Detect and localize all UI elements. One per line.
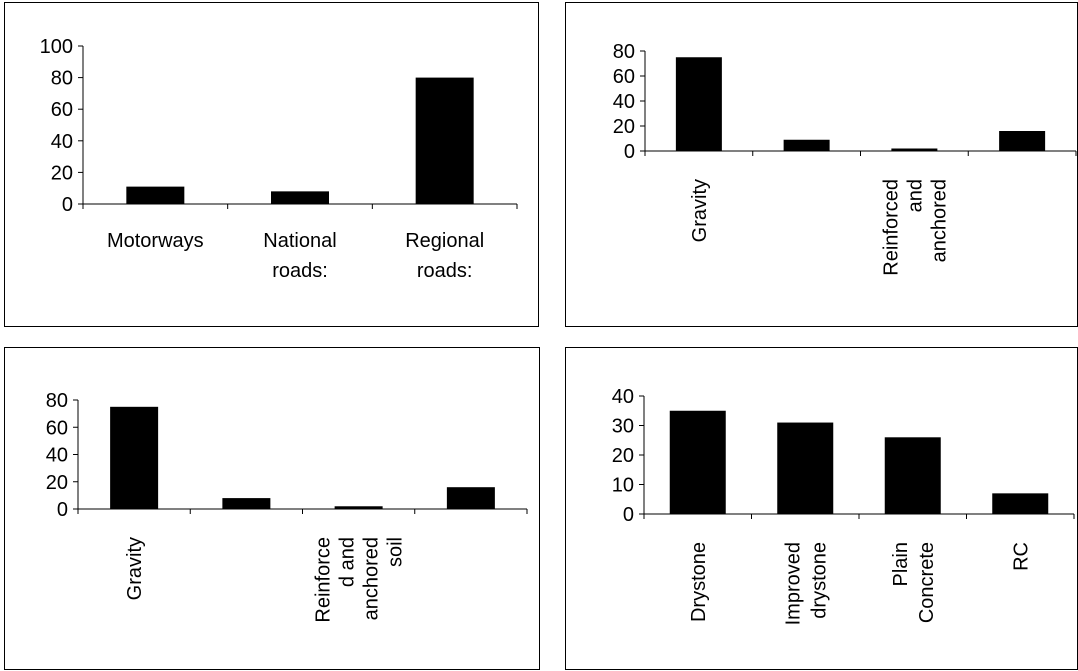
y-tick-label: 0 — [62, 194, 73, 216]
bar — [891, 148, 938, 151]
chart-panel-wall-type-b: 0 20 40 60 80 Gravity Reinforce d and anchored so… — [4, 347, 540, 670]
y-tick-label: 40 — [51, 131, 73, 153]
bar — [884, 437, 941, 514]
y-tick-label: 80 — [613, 41, 635, 63]
bar-chart-road-network: 0 20 40 60 80 100 Motorways National roads: Regio… — [40, 36, 518, 282]
x-category-label: and — [904, 179, 926, 212]
x-category-label: Concrete — [916, 542, 938, 623]
x-category-label: Regional — [405, 230, 484, 252]
y-tick-label: 30 — [612, 416, 634, 438]
x-category-label: National — [263, 230, 336, 252]
y-tick-label: 20 — [46, 472, 68, 494]
chart-panel-gravity-wall-material: 0 10 20 30 40 Drystone Improved drystone Plain Co… — [565, 347, 1078, 670]
y-tick-label: 20 — [51, 162, 73, 184]
bar — [271, 191, 329, 204]
bar — [992, 493, 1049, 514]
y-tick-label: 80 — [51, 68, 73, 90]
bar — [446, 487, 495, 509]
chart-panel-wall-type-a: 0 20 40 60 80 Gravity Reinforced and anchored — [565, 2, 1078, 327]
x-category-label: Drystone — [688, 542, 710, 622]
bar-chart-wall-type-a: 0 20 40 60 80 Gravity Reinforced and anchored — [613, 41, 1077, 276]
x-category-label: roads: — [272, 260, 328, 282]
bar — [334, 506, 383, 509]
y-tick-label: 80 — [46, 390, 68, 412]
x-category-label: drystone — [808, 542, 830, 619]
x-category-label: soil — [385, 537, 407, 567]
y-tick-label: 20 — [612, 445, 634, 467]
y-tick-label: 40 — [46, 445, 68, 467]
y-tick-label: 40 — [612, 386, 634, 408]
bar — [999, 131, 1046, 151]
chart-panel-road-network: 0 20 40 60 80 100 Motorways National roads: Regio… — [4, 2, 539, 327]
y-tick-label: 60 — [46, 417, 68, 439]
bar — [669, 410, 726, 514]
x-category-label: Improved — [782, 542, 804, 625]
y-tick-label: 100 — [40, 36, 73, 58]
x-category-label: anchored — [361, 537, 383, 620]
y-tick-label: 0 — [624, 141, 635, 163]
bar-chart-wall-type-b: 0 20 40 60 80 Gravity Reinforce d and anchored so… — [46, 390, 528, 623]
x-category-label: Motorways — [107, 230, 204, 252]
bar — [126, 186, 185, 204]
y-tick-label: 60 — [51, 99, 73, 121]
x-category-label: Gravity — [124, 537, 146, 600]
x-category-label: RC — [1010, 542, 1032, 571]
x-category-label: d and — [337, 537, 359, 587]
y-tick-label: 0 — [57, 499, 68, 521]
bar — [675, 57, 722, 151]
bar — [110, 406, 159, 509]
y-tick-label: 60 — [613, 66, 635, 88]
y-tick-label: 40 — [613, 91, 635, 113]
bar-chart-gravity-wall-material: 0 10 20 30 40 Drystone Improved drystone Plain Co… — [612, 386, 1075, 625]
x-category-label: Gravity — [689, 179, 711, 242]
x-category-label: Reinforced — [880, 179, 902, 276]
y-tick-label: 10 — [612, 475, 634, 497]
x-category-label: Reinforce — [313, 537, 335, 623]
bar — [222, 498, 271, 509]
x-category-label: anchored — [928, 179, 950, 262]
y-tick-label: 20 — [613, 116, 635, 138]
y-tick-label: 0 — [623, 504, 634, 526]
bar — [415, 77, 474, 204]
x-category-label: roads: — [417, 260, 473, 282]
bar — [783, 139, 830, 151]
bar — [777, 422, 834, 514]
x-category-label: Plain — [890, 542, 912, 586]
